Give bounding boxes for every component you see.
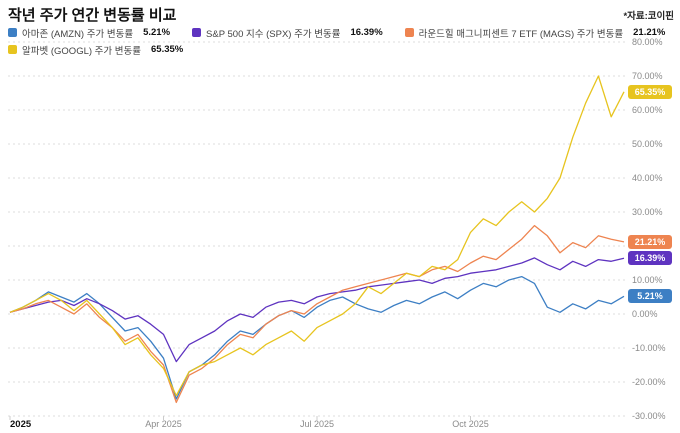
legend-item[interactable]: 아마존 (AMZN) 주가 변동률 5.21% bbox=[8, 26, 170, 40]
y-axis-label: -30.00% bbox=[632, 411, 666, 421]
series-line bbox=[9, 257, 625, 363]
legend-row-2: 알파벳 (GOOGL) 주가 변동률 65.35% bbox=[8, 41, 608, 58]
legend-item[interactable]: 알파벳 (GOOGL) 주가 변동률 65.35% bbox=[8, 43, 183, 57]
legend-item[interactable]: S&P 500 지수 (SPX) 주가 변동률 16.39% bbox=[192, 26, 383, 40]
series-line bbox=[9, 224, 625, 404]
y-axis-label: 80.00% bbox=[632, 37, 663, 47]
legend-value: 16.39% bbox=[350, 27, 383, 38]
y-axis-label: 30.00% bbox=[632, 207, 663, 217]
legend-label: S&P 500 지수 (SPX) 주가 변동률 bbox=[206, 28, 341, 40]
y-axis-label: 70.00% bbox=[632, 71, 663, 81]
y-axis-label: 50.00% bbox=[632, 139, 663, 149]
x-axis-label: 2025 bbox=[10, 419, 32, 430]
legend-label: 알파벳 (GOOGL) 주가 변동률 bbox=[22, 45, 142, 57]
legend-label: 라운드힐 매그니피센트 7 ETF (MAGS) 주가 변동률 bbox=[418, 28, 624, 40]
last-value-badge: 21.21% bbox=[628, 234, 672, 249]
y-axis-label: 60.00% bbox=[632, 105, 663, 115]
legend-item[interactable]: 라운드힐 매그니피센트 7 ETF (MAGS) 주가 변동률 21.21% bbox=[404, 26, 666, 40]
legend-swatch-icon bbox=[8, 45, 17, 54]
y-axis-label: 40.00% bbox=[632, 173, 663, 183]
series-line bbox=[9, 275, 625, 400]
legend-label: 아마존 (AMZN) 주가 변동률 bbox=[22, 28, 134, 40]
y-axis-label: -10.00% bbox=[632, 343, 666, 353]
x-axis-label: Oct 2025 bbox=[452, 419, 489, 429]
y-axis-label: -20.00% bbox=[632, 377, 666, 387]
page-title: 작년 주가 연간 변동률 비교 bbox=[8, 7, 177, 24]
y-axis-label: 0.00% bbox=[632, 309, 658, 319]
legend-swatch-icon bbox=[404, 28, 414, 37]
x-axis-label: Apr 2025 bbox=[145, 419, 182, 429]
legend-row-1: 아마존 (AMZN) 주가 변동률 5.21% S&P 500 지수 (SPX) 주… bbox=[8, 24, 665, 41]
legend: 아마존 (AMZN) 주가 변동률 5.21% S&P 500 지수 (SPX) 주… bbox=[8, 24, 665, 58]
x-axis-label: Jul 2025 bbox=[299, 419, 335, 429]
legend-value: 65.35% bbox=[151, 44, 184, 55]
legend-swatch-icon bbox=[8, 28, 17, 37]
y-axis-label: 10.00% bbox=[632, 275, 663, 285]
series-line bbox=[9, 75, 625, 397]
legend-swatch-icon bbox=[192, 28, 202, 37]
chart-svg bbox=[8, 41, 628, 420]
source-label: *자료:코이핀 bbox=[623, 11, 674, 22]
legend-value: 5.21% bbox=[143, 27, 171, 38]
last-value-badge: 65.35% bbox=[628, 84, 672, 99]
last-value-badge: 16.39% bbox=[628, 251, 672, 266]
legend-value: 21.21% bbox=[633, 27, 666, 38]
last-value-badge: 5.21% bbox=[628, 289, 672, 304]
